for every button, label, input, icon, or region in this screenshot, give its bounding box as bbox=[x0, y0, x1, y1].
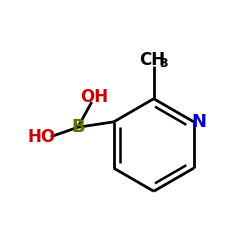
Text: 3: 3 bbox=[159, 57, 168, 70]
Text: HO: HO bbox=[27, 128, 55, 146]
Text: OH: OH bbox=[80, 88, 108, 106]
Text: B: B bbox=[71, 118, 85, 136]
Text: N: N bbox=[192, 113, 207, 131]
Text: CH: CH bbox=[140, 51, 166, 69]
